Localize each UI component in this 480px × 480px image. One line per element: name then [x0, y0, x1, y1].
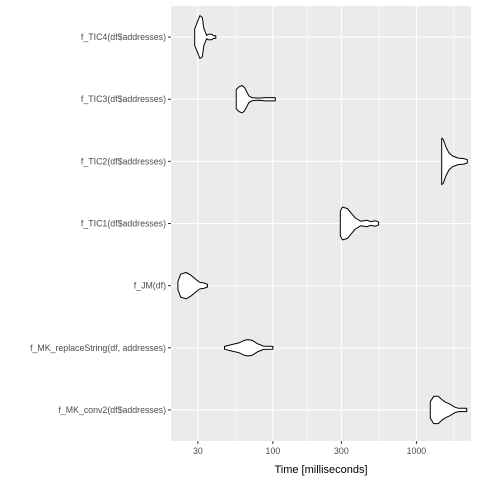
- violin-4: [339, 206, 380, 241]
- y-tick-label: f_JM(df): [134, 281, 166, 291]
- y-tick-label: f_MK_replaceString(df, addresses): [30, 343, 166, 353]
- x-axis: 30 100 300 1000: [193, 441, 426, 456]
- x-tick-label: 300: [334, 446, 349, 456]
- violin-1: [194, 15, 217, 59]
- x-tick-label: 1000: [407, 446, 427, 456]
- y-tick-label: f_MK_conv2(df$addresses): [58, 405, 166, 415]
- violin-5: [177, 272, 208, 300]
- x-axis-title: Time [milliseconds]: [274, 464, 367, 476]
- y-tick-label: f_TIC2(df$addresses): [81, 156, 166, 166]
- y-tick-label: f_TIC1(df$addresses): [81, 219, 166, 229]
- violin-7: [429, 395, 468, 425]
- x-tick-label: 30: [193, 446, 203, 456]
- violins: [177, 15, 468, 425]
- violin-6: [224, 339, 274, 357]
- violin-2: [235, 85, 276, 114]
- x-tick-label: 100: [266, 446, 281, 456]
- violin-3: [441, 137, 468, 186]
- y-tick-label: f_TIC4(df$addresses): [81, 32, 166, 42]
- y-tick-label: f_TIC3(df$addresses): [81, 94, 166, 104]
- y-axis: f_TIC4(df$addresses) f_TIC3(df$addresses)…: [30, 32, 171, 415]
